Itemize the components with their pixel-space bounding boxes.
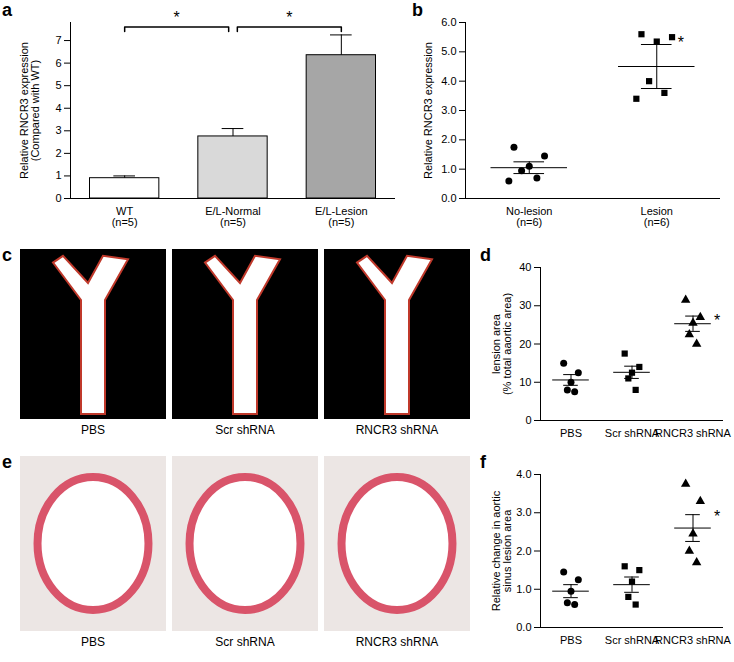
svg-text:Relative RNCR3 expression(Comp: Relative RNCR3 expression(Compared with … <box>18 42 41 179</box>
svg-text:E/L-Lesion(n=5): E/L-Lesion(n=5) <box>315 205 368 228</box>
svg-text:RNCR3 shRNA: RNCR3 shRNA <box>655 427 731 439</box>
svg-text:4: 4 <box>55 102 61 114</box>
svg-text:Scr shRNA: Scr shRNA <box>605 634 660 646</box>
html-text:f: f <box>480 452 486 472</box>
svg-text:3.0: 3.0 <box>516 506 531 518</box>
svg-text:WT(n=5): WT(n=5) <box>112 205 138 228</box>
svg-text:0: 0 <box>525 414 531 426</box>
html-text:Scr shRNA: Scr shRNA <box>215 635 275 649</box>
svg-text:40: 40 <box>519 261 531 273</box>
svg-text:Lesion(n=6): Lesion(n=6) <box>641 205 673 228</box>
svg-text:2.0: 2.0 <box>441 133 456 145</box>
svg-text:2.0: 2.0 <box>516 545 531 557</box>
svg-text:5.0: 5.0 <box>441 45 456 57</box>
html-text:c: c <box>2 245 12 265</box>
html-text:PBS: PBS <box>81 635 105 649</box>
html-text:d: d <box>480 245 491 265</box>
svg-text:0.0: 0.0 <box>516 621 531 633</box>
svg-text:*: * <box>714 508 720 525</box>
svg-text:E/L-Normal(n=5): E/L-Normal(n=5) <box>205 205 261 228</box>
svg-text:*: * <box>714 312 720 329</box>
svg-text:4.0: 4.0 <box>516 468 531 480</box>
html-text:RNCR3 shRNA: RNCR3 shRNA <box>355 423 439 437</box>
svg-text:*: * <box>286 9 292 26</box>
svg-text:30: 30 <box>519 299 531 311</box>
svg-text:Relative change in aorticsinus: Relative change in aorticsinus lesion ar… <box>490 490 513 611</box>
svg-text:10: 10 <box>519 376 531 388</box>
svg-text:Scr shRNA: Scr shRNA <box>605 427 660 439</box>
svg-text:3: 3 <box>55 124 61 136</box>
svg-text:1.0: 1.0 <box>441 163 456 175</box>
svg-text:0.0: 0.0 <box>441 192 456 204</box>
svg-text:*: * <box>174 9 180 26</box>
svg-text:1: 1 <box>55 169 61 181</box>
svg-text:4.0: 4.0 <box>441 75 456 87</box>
svg-text:7: 7 <box>55 34 61 46</box>
svg-text:5: 5 <box>55 79 61 91</box>
html-text:b: b <box>412 0 423 20</box>
svg-text:6: 6 <box>55 57 61 69</box>
html-text:e: e <box>2 452 12 472</box>
svg-text:3.0: 3.0 <box>441 104 456 116</box>
svg-text:PBS: PBS <box>560 634 582 646</box>
svg-text:No-lesion(n=6): No-lesion(n=6) <box>506 205 552 228</box>
svg-text:PBS: PBS <box>560 427 582 439</box>
svg-text:lension area(% total aaortic a: lension area(% total aaortic area) <box>490 293 513 395</box>
svg-text:6.0: 6.0 <box>441 16 456 28</box>
html-text:PBS: PBS <box>81 423 105 437</box>
svg-text:Relative RNCR3 expression: Relative RNCR3 expression <box>422 42 434 179</box>
svg-text:2: 2 <box>55 147 61 159</box>
svg-text:1.0: 1.0 <box>516 583 531 595</box>
html-text:a: a <box>2 0 12 20</box>
svg-text:*: * <box>678 34 684 51</box>
svg-text:20: 20 <box>519 338 531 350</box>
svg-text:RNCR3 shRNA: RNCR3 shRNA <box>655 634 731 646</box>
html-text:RNCR3 shRNA: RNCR3 shRNA <box>355 635 439 649</box>
svg-text:0: 0 <box>55 192 61 204</box>
html-text:Scr shRNA: Scr shRNA <box>215 423 275 437</box>
